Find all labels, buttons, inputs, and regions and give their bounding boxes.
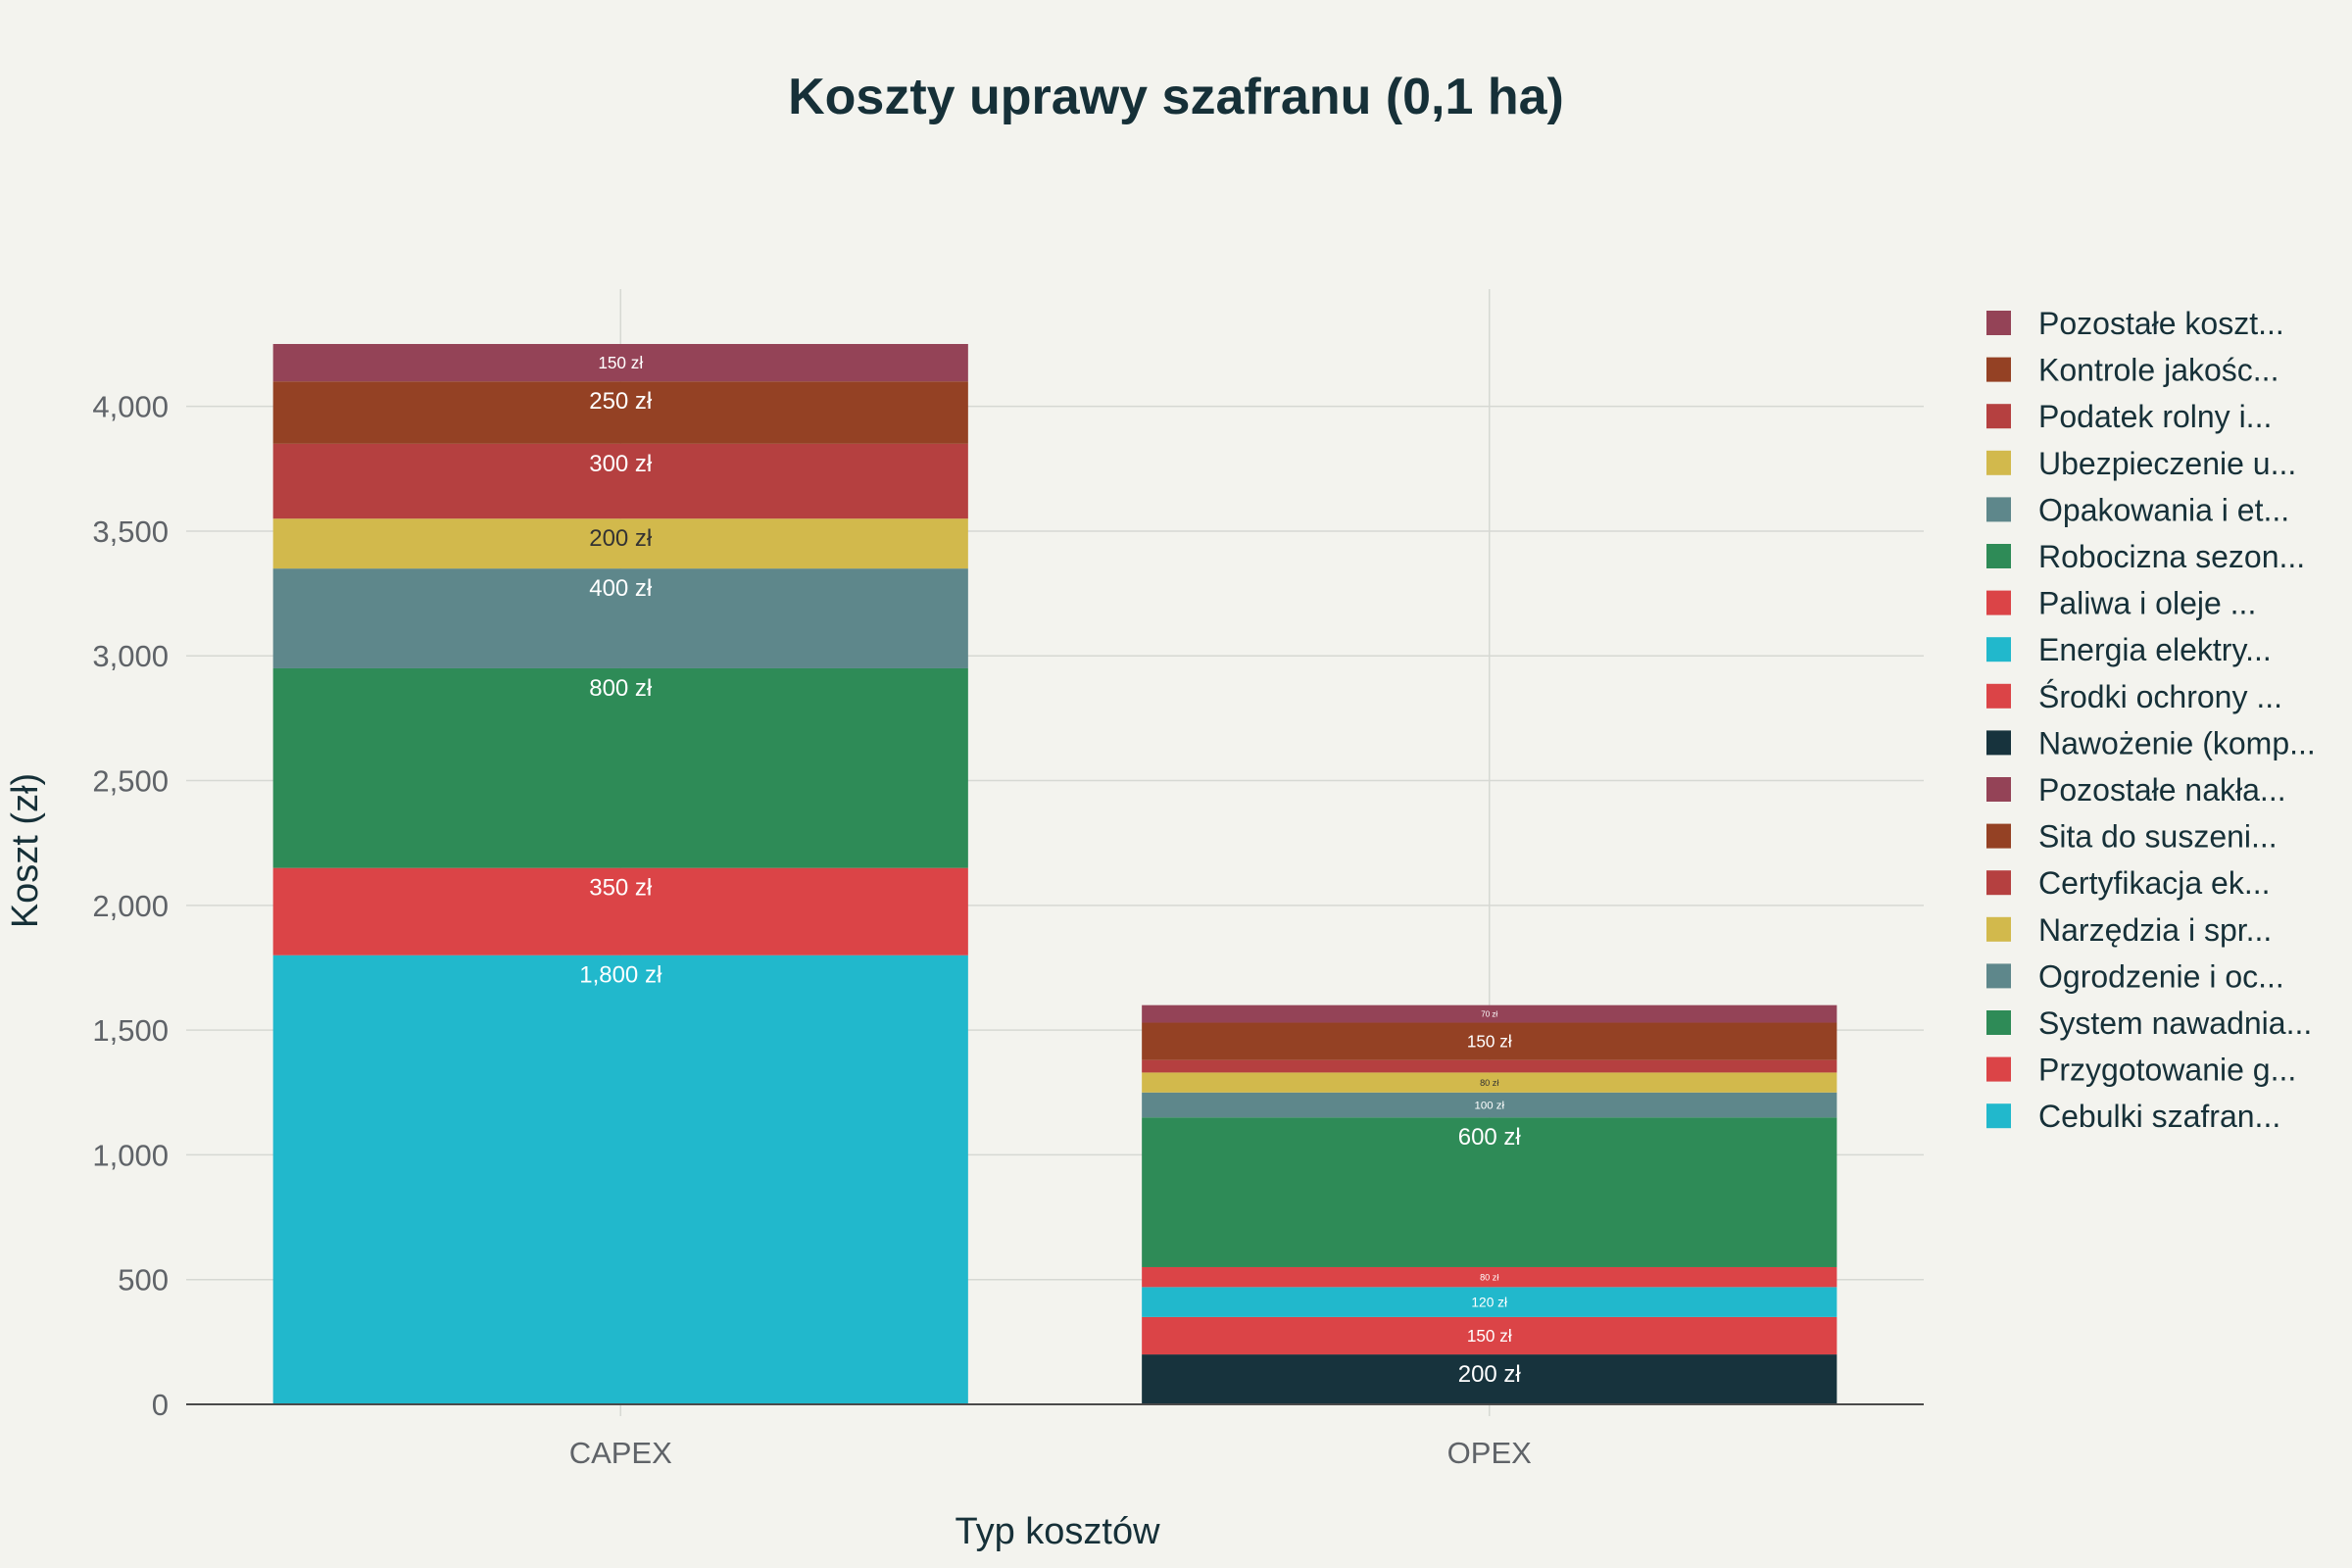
legend-swatch bbox=[1986, 870, 2011, 896]
legend-label: Ubezpieczenie u... bbox=[2038, 446, 2296, 481]
data-label: 400 zł bbox=[589, 575, 653, 602]
bar-segment bbox=[1142, 1004, 1838, 1023]
bar-segment bbox=[272, 518, 968, 569]
bar-segment bbox=[272, 568, 968, 668]
data-label: 120 zł bbox=[1471, 1295, 1507, 1309]
legend-label: Opakowania i et... bbox=[2038, 492, 2289, 527]
data-label: 350 zł bbox=[589, 875, 653, 902]
legend-swatch bbox=[1986, 777, 2011, 802]
legend-swatch bbox=[1986, 590, 2011, 615]
y-tick-label: 2,500 bbox=[92, 764, 169, 799]
y-tick-label: 0 bbox=[152, 1388, 169, 1422]
legend-swatch bbox=[1986, 450, 2011, 475]
data-label: 150 zł bbox=[1467, 1326, 1512, 1346]
legend-label: Paliwa i oleje ... bbox=[2038, 586, 2256, 621]
data-label: 600 zł bbox=[1458, 1124, 1522, 1151]
bar-segment bbox=[272, 443, 968, 519]
legend-label: Robocizna sezon... bbox=[2038, 539, 2305, 574]
bar-segment bbox=[272, 381, 968, 444]
legend-label: Przygotowanie g... bbox=[2038, 1053, 2296, 1088]
bar-segment bbox=[1142, 1092, 1838, 1118]
y-tick-label: 3,000 bbox=[92, 639, 169, 673]
bar-segment bbox=[1142, 1354, 1838, 1404]
y-axis-title: Koszt (zł) bbox=[5, 773, 46, 928]
bar-segment bbox=[272, 867, 968, 956]
data-label: 300 zł bbox=[589, 451, 653, 477]
legend-swatch bbox=[1986, 357, 2011, 382]
legend-swatch bbox=[1986, 683, 2011, 709]
data-label: 70 zł bbox=[1481, 1009, 1497, 1018]
bar-segment bbox=[272, 344, 968, 382]
legend-swatch bbox=[1986, 1103, 2011, 1129]
axes: 0 500 1,000 1,500 2,000 2,500 3,000 3,500 4,000 C… bbox=[92, 390, 1924, 1470]
bar-segment bbox=[1142, 1316, 1838, 1355]
legend-label: Certyfikacja ek... bbox=[2038, 865, 2271, 901]
data-label: 80 zł bbox=[1480, 1272, 1498, 1282]
legend-label: Kontrole jakośc... bbox=[2038, 353, 2278, 388]
legend-swatch bbox=[1986, 823, 2011, 849]
bar-segment bbox=[1142, 1022, 1838, 1060]
y-tick-label: 3,500 bbox=[92, 514, 169, 549]
x-tick-label: CAPEX bbox=[569, 1436, 672, 1470]
data-labels: 1,800 zł 350 zł 800 zł 400 zł 200 zł 300 zł 25… bbox=[579, 353, 1521, 1388]
legend: Pozostałe koszt... Kontrole jakośc... Poda… bbox=[1986, 306, 2316, 1134]
legend-swatch bbox=[1986, 637, 2011, 662]
y-tick-label: 2,000 bbox=[92, 889, 169, 923]
x-tick-label: OPEX bbox=[1447, 1436, 1532, 1470]
y-tick-label: 4,000 bbox=[92, 390, 169, 424]
legend-swatch bbox=[1986, 916, 2011, 942]
x-axis-title: Typ kosztów bbox=[955, 1511, 1160, 1552]
legend-swatch bbox=[1986, 1010, 2011, 1035]
legend-label: System nawadnia... bbox=[2038, 1005, 2312, 1041]
legend-swatch bbox=[1986, 404, 2011, 429]
bar-segment bbox=[272, 955, 968, 1404]
data-label: 200 zł bbox=[1458, 1361, 1522, 1388]
legend-label: Podatek rolny i... bbox=[2038, 399, 2272, 434]
bar-segment bbox=[1142, 1072, 1838, 1093]
legend-label: Ogrodzenie i oc... bbox=[2038, 958, 2284, 994]
legend-swatch bbox=[1986, 963, 2011, 989]
data-label: 150 zł bbox=[598, 353, 643, 372]
bar-segment bbox=[272, 667, 968, 868]
data-label: 1,800 zł bbox=[579, 962, 662, 989]
legend-swatch bbox=[1986, 311, 2011, 335]
legend-swatch bbox=[1986, 497, 2011, 522]
bar-segment bbox=[1142, 1266, 1838, 1288]
legend-label: Pozostałe nakła... bbox=[2038, 772, 2286, 808]
legend-label: Cebulki szafran... bbox=[2038, 1099, 2280, 1134]
y-tick-label: 500 bbox=[118, 1263, 169, 1298]
y-tick-label: 1,000 bbox=[92, 1138, 169, 1172]
data-label: 100 zł bbox=[1474, 1101, 1504, 1112]
data-label: 150 zł bbox=[1467, 1032, 1512, 1052]
legend-label: Środki ochrony ... bbox=[2038, 679, 2282, 714]
legend-label: Narzędzia i spr... bbox=[2038, 912, 2272, 948]
legend-label: Nawożenie (komp... bbox=[2038, 725, 2316, 760]
legend-swatch bbox=[1986, 730, 2011, 756]
legend-label: Sita do suszeni... bbox=[2038, 819, 2278, 855]
data-label: 200 zł bbox=[589, 525, 653, 552]
bar-segment bbox=[1142, 1287, 1838, 1317]
data-label: 80 zł bbox=[1480, 1078, 1498, 1088]
legend-swatch bbox=[1986, 544, 2011, 568]
bar-segment bbox=[1142, 1117, 1838, 1267]
legend-label: Energia elektry... bbox=[2038, 632, 2272, 667]
legend-label: Pozostałe koszt... bbox=[2038, 306, 2284, 341]
y-tick-label: 1,500 bbox=[92, 1013, 169, 1048]
bar-segment bbox=[1142, 1059, 1838, 1073]
legend-swatch bbox=[1986, 1056, 2011, 1082]
chart-title: Koszty uprawy szafranu (0,1 ha) bbox=[788, 69, 1564, 125]
data-label: 800 zł bbox=[589, 675, 653, 702]
bars bbox=[272, 344, 1838, 1404]
data-label: 250 zł bbox=[589, 388, 653, 415]
